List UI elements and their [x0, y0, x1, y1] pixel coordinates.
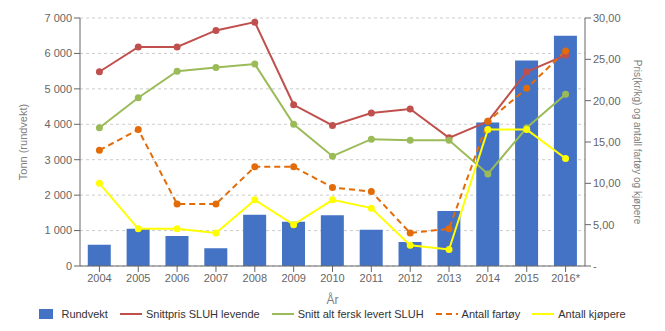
html-text:Antall fartøy: Antall fartøy — [461, 308, 521, 320]
svg-text:6 000: 6 000 — [44, 47, 72, 59]
svg-text:2014: 2014 — [476, 272, 500, 284]
svg-text:2004: 2004 — [87, 272, 111, 284]
svg-text:-: - — [593, 260, 597, 272]
svg-text:2007: 2007 — [204, 272, 228, 284]
svg-text:2 000: 2 000 — [44, 189, 72, 201]
svg-text:2008: 2008 — [243, 272, 267, 284]
html-text:Snitt alt fersk levert SLUH: Snitt alt fersk levert SLUH — [297, 308, 424, 320]
svg-text:2011: 2011 — [360, 272, 384, 284]
svg-text:Pris(kr/kg) og antall fartøy o: Pris(kr/kg) og antall fartøy og kjøpere — [632, 60, 643, 225]
svg-text:7 000: 7 000 — [44, 12, 72, 24]
svg-text:2016*: 2016* — [551, 272, 580, 284]
svg-text:30,00: 30,00 — [593, 12, 621, 24]
svg-text:2010: 2010 — [320, 272, 344, 284]
svg-text:2012: 2012 — [398, 272, 422, 284]
svg-text:15,00: 15,00 — [593, 136, 621, 148]
svg-text:Tonn (rundvekt): Tonn (rundvekt) — [17, 104, 29, 180]
svg-text:3 000: 3 000 — [44, 154, 72, 166]
html-text:Antall kjøpere: Antall kjøpere — [558, 308, 626, 320]
html-text:Snittpris SLUH levende: Snittpris SLUH levende — [145, 308, 260, 320]
svg-text:5 000: 5 000 — [44, 83, 72, 95]
svg-text:2009: 2009 — [281, 272, 305, 284]
html-text:Rundvekt: Rundvekt — [61, 308, 108, 320]
svg-text:4 000: 4 000 — [44, 118, 72, 130]
svg-text:25,00: 25,00 — [593, 53, 621, 65]
svg-text:10,00: 10,00 — [593, 177, 621, 189]
svg-text:0: 0 — [66, 260, 72, 272]
svg-text:2006: 2006 — [165, 272, 189, 284]
svg-text:2005: 2005 — [126, 272, 150, 284]
svg-text:20,00: 20,00 — [593, 95, 621, 107]
svg-text:År: År — [327, 292, 339, 307]
svg-text:2015: 2015 — [514, 272, 538, 284]
svg-text:1 000: 1 000 — [44, 224, 72, 236]
svg-text:2013: 2013 — [437, 272, 461, 284]
svg-text:5,00: 5,00 — [593, 219, 614, 231]
